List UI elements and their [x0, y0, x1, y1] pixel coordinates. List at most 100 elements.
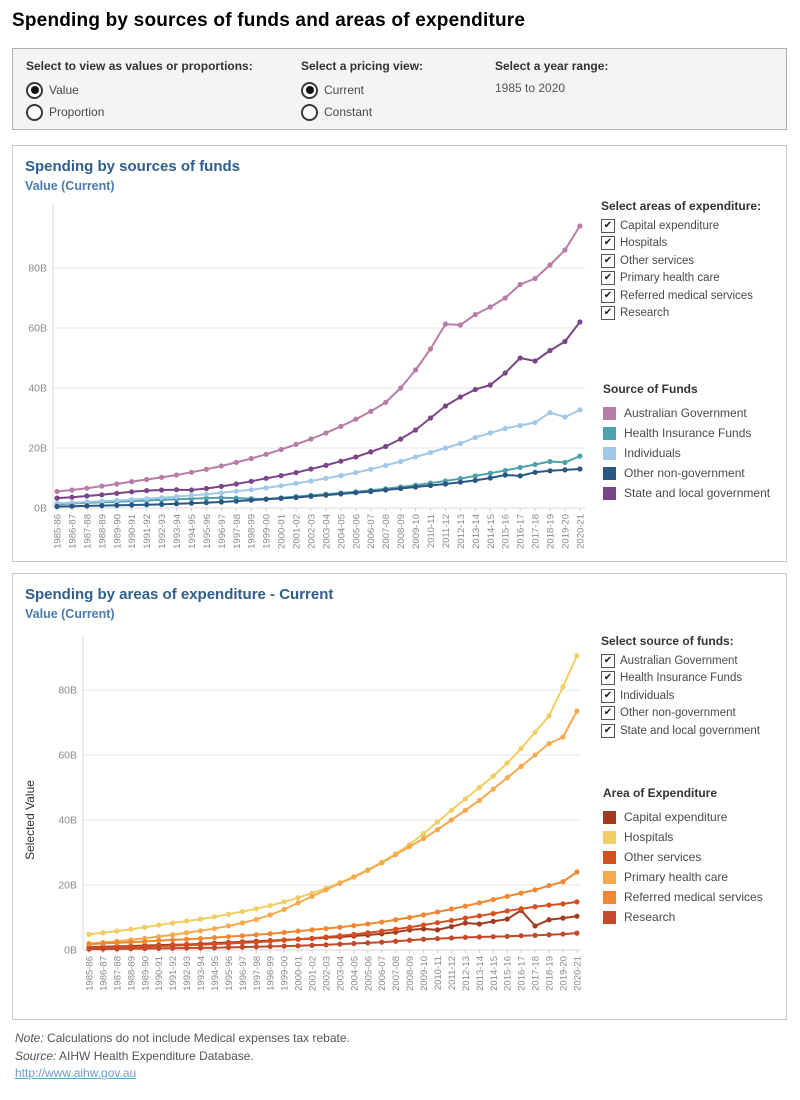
data-point[interactable]	[490, 897, 496, 903]
data-point[interactable]	[188, 469, 195, 475]
data-point[interactable]	[338, 423, 344, 429]
data-point[interactable]	[547, 262, 553, 268]
data-point[interactable]	[323, 887, 329, 893]
data-point[interactable]	[114, 481, 120, 487]
data-point[interactable]	[129, 502, 135, 508]
data-point[interactable]	[502, 295, 508, 301]
checkbox-checked-icon[interactable]: ✔	[601, 688, 615, 703]
data-point[interactable]	[504, 775, 510, 781]
data-point[interactable]	[532, 358, 538, 364]
data-point[interactable]	[218, 483, 224, 489]
data-point[interactable]	[577, 407, 583, 413]
data-point[interactable]	[562, 459, 568, 465]
data-point[interactable]	[278, 495, 284, 501]
data-point[interactable]	[295, 928, 301, 934]
data-point[interactable]	[308, 466, 314, 472]
data-point[interactable]	[293, 494, 299, 501]
data-point[interactable]	[398, 385, 404, 391]
data-point[interactable]	[144, 496, 150, 502]
data-point[interactable]	[472, 434, 478, 441]
data-point[interactable]	[173, 501, 180, 507]
data-point[interactable]	[86, 941, 92, 947]
data-point[interactable]	[142, 945, 148, 952]
data-point[interactable]	[225, 944, 231, 950]
data-point[interactable]	[532, 461, 538, 468]
data-point[interactable]	[442, 445, 449, 451]
data-point[interactable]	[560, 879, 566, 885]
data-point[interactable]	[99, 483, 105, 489]
data-point[interactable]	[239, 944, 245, 950]
data-point[interactable]	[211, 914, 218, 920]
data-point[interactable]	[546, 917, 552, 923]
checkbox-checked-icon[interactable]: ✔	[601, 653, 615, 668]
data-point[interactable]	[293, 480, 299, 486]
data-point[interactable]	[476, 934, 482, 940]
data-point[interactable]	[574, 653, 580, 659]
data-point[interactable]	[170, 920, 176, 926]
data-point[interactable]	[560, 915, 566, 921]
data-point[interactable]	[427, 415, 434, 421]
data-point[interactable]	[295, 943, 301, 949]
data-point[interactable]	[323, 430, 329, 436]
data-point[interactable]	[211, 941, 218, 947]
filter-checkbox-row[interactable]: ✔ Research	[601, 305, 786, 323]
data-point[interactable]	[233, 459, 239, 465]
data-point[interactable]	[383, 443, 389, 450]
data-point[interactable]	[281, 929, 287, 936]
data-point[interactable]	[183, 918, 190, 924]
data-point[interactable]	[99, 498, 105, 504]
data-point[interactable]	[517, 464, 523, 471]
data-point[interactable]	[412, 367, 419, 373]
data-point[interactable]	[462, 903, 468, 909]
filter-checkbox-row[interactable]: ✔ Health Insurance Funds	[601, 670, 786, 688]
data-point[interactable]	[239, 940, 245, 946]
data-point[interactable]	[248, 478, 254, 484]
data-point[interactable]	[562, 414, 568, 420]
data-point[interactable]	[412, 454, 419, 460]
data-point[interactable]	[407, 844, 413, 850]
data-point[interactable]	[517, 281, 523, 288]
data-point[interactable]	[517, 473, 523, 479]
data-point[interactable]	[448, 924, 455, 930]
data-point[interactable]	[203, 491, 209, 497]
data-point[interactable]	[546, 883, 552, 889]
data-point[interactable]	[84, 485, 90, 491]
data-point[interactable]	[337, 941, 343, 947]
data-point[interactable]	[368, 466, 374, 472]
filter-checkbox-row[interactable]: ✔ Individuals	[601, 687, 786, 705]
data-point[interactable]	[379, 860, 385, 866]
radio-icon[interactable]	[26, 103, 43, 121]
filter-checkbox-row[interactable]: ✔ Primary health care	[601, 270, 786, 288]
data-point[interactable]	[267, 943, 273, 950]
data-point[interactable]	[114, 490, 120, 496]
data-point[interactable]	[323, 462, 329, 468]
data-point[interactable]	[69, 503, 75, 509]
data-point[interactable]	[472, 311, 478, 318]
data-point[interactable]	[407, 924, 413, 930]
data-point[interactable]	[448, 807, 455, 813]
data-point[interactable]	[577, 466, 583, 472]
data-point[interactable]	[170, 932, 176, 938]
data-point[interactable]	[574, 899, 580, 905]
data-point[interactable]	[546, 932, 552, 938]
data-point[interactable]	[218, 463, 224, 469]
data-point[interactable]	[353, 416, 359, 422]
data-point[interactable]	[490, 918, 496, 924]
data-point[interactable]	[457, 322, 463, 328]
data-point[interactable]	[351, 931, 357, 937]
data-point[interactable]	[197, 928, 204, 934]
data-point[interactable]	[490, 934, 496, 940]
data-point[interactable]	[295, 936, 301, 942]
data-point[interactable]	[203, 500, 209, 506]
data-point[interactable]	[86, 946, 92, 952]
data-point[interactable]	[144, 502, 150, 508]
data-point[interactable]	[379, 939, 385, 945]
data-point[interactable]	[203, 485, 209, 492]
data-point[interactable]	[504, 916, 510, 922]
radio-option-value[interactable]: Value	[26, 79, 253, 101]
data-point[interactable]	[183, 936, 190, 942]
data-point[interactable]	[293, 470, 299, 476]
data-point[interactable]	[144, 476, 150, 483]
data-point[interactable]	[197, 936, 204, 942]
data-point[interactable]	[170, 937, 176, 943]
